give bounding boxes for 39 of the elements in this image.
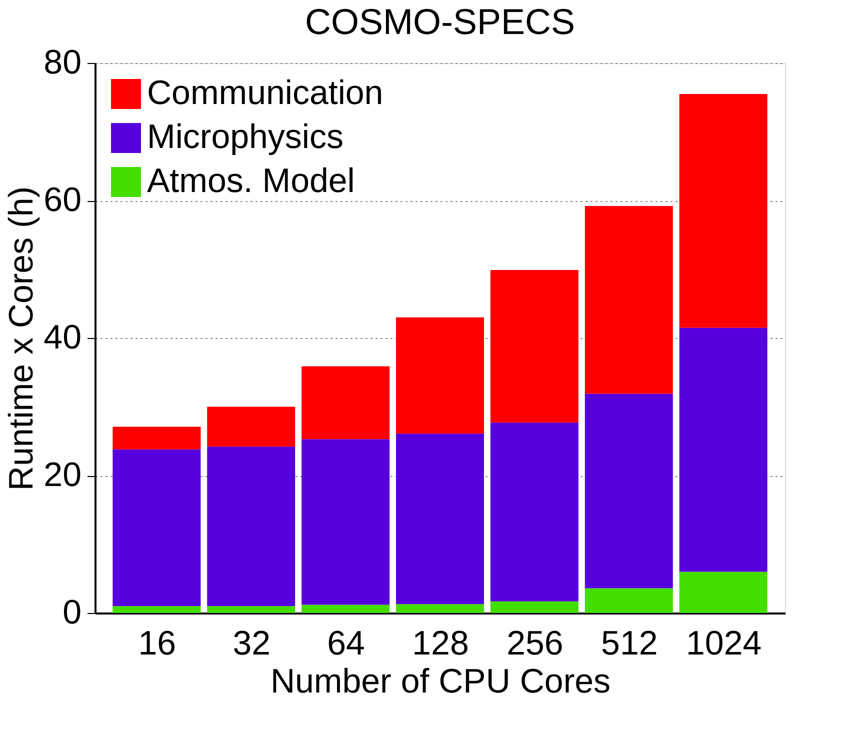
- legend-label: Microphysics: [147, 118, 344, 156]
- x-tick-label: 256: [506, 624, 564, 662]
- bar: [396, 434, 484, 604]
- chart-title: COSMO-SPECS: [304, 1, 576, 42]
- bar: [584, 206, 673, 394]
- bar: [584, 394, 673, 588]
- bar: [490, 270, 578, 423]
- x-tick-label: 16: [138, 624, 176, 662]
- bar: [396, 317, 484, 434]
- bar: [207, 446, 296, 606]
- bar: [207, 406, 296, 447]
- bar: [302, 604, 390, 613]
- bar: [207, 606, 296, 613]
- x-tick-label: 32: [232, 624, 271, 662]
- y-tick-label: 40: [44, 318, 82, 356]
- y-tick-label: 20: [44, 456, 82, 494]
- bar: [112, 426, 201, 450]
- bar: [302, 439, 390, 605]
- x-tick-label: 128: [412, 624, 469, 662]
- y-tick-label: 80: [44, 44, 82, 82]
- bar: [112, 606, 201, 613]
- x-axis-title: Number of CPU Cores: [270, 662, 611, 700]
- bar: [396, 604, 484, 613]
- legend-label: Atmos. Model: [147, 162, 355, 200]
- bar: [679, 328, 768, 572]
- bar: [490, 422, 578, 602]
- y-tick-label: 60: [44, 181, 82, 219]
- bar: [112, 449, 201, 606]
- x-tick-label: 64: [327, 624, 365, 662]
- y-tick-label: 0: [62, 594, 82, 632]
- bar: [584, 588, 673, 613]
- legend-label: Communication: [147, 74, 384, 112]
- bar: [679, 94, 768, 328]
- bar: [490, 601, 578, 613]
- bar: [302, 366, 390, 440]
- x-tick-label: 512: [601, 624, 658, 662]
- bar: [679, 572, 768, 613]
- x-tick-label: 1024: [686, 624, 762, 662]
- y-axis-title: Runtime x Cores (h): [2, 186, 41, 491]
